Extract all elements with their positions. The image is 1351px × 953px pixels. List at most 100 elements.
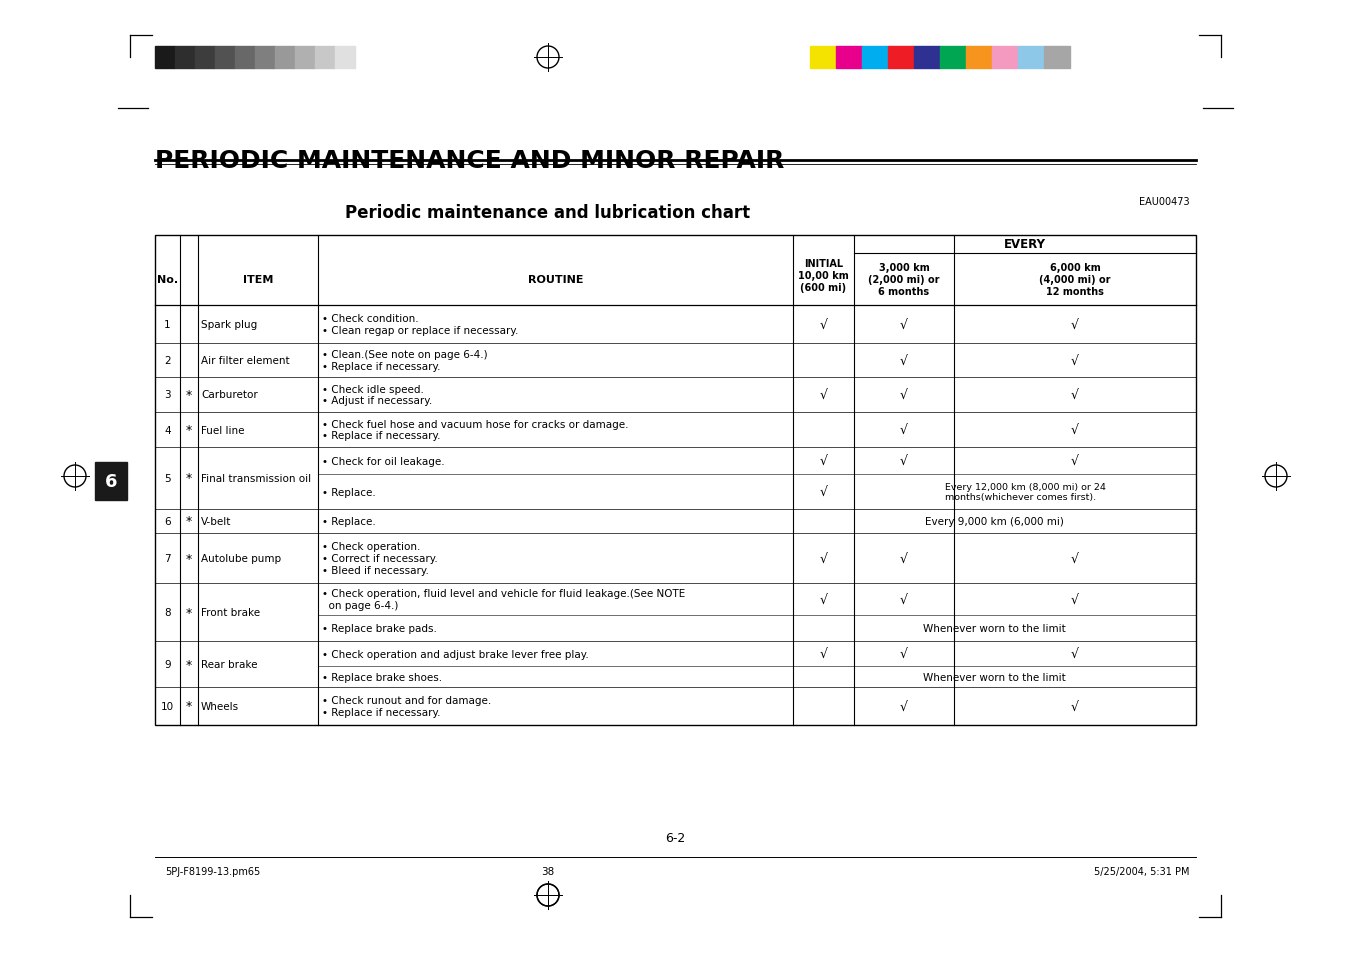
Text: 8: 8	[165, 607, 170, 618]
Text: *: *	[186, 389, 192, 401]
Text: Wheels: Wheels	[201, 701, 239, 711]
Text: 1: 1	[165, 319, 170, 330]
Text: Rear brake: Rear brake	[201, 659, 258, 669]
Bar	[915, 47, 940, 69]
Text: • Check runout and for damage.
• Replace if necessary.: • Check runout and for damage. • Replace…	[322, 696, 492, 717]
Text: EVERY: EVERY	[1004, 237, 1046, 251]
Text: 7: 7	[165, 554, 170, 563]
Text: *: *	[186, 658, 192, 671]
Bar	[966, 47, 992, 69]
Text: V-belt: V-belt	[201, 517, 231, 526]
Bar	[1019, 47, 1044, 69]
Bar	[276, 47, 295, 69]
Text: 6-2: 6-2	[665, 832, 685, 844]
Bar	[836, 47, 862, 69]
Bar	[255, 47, 276, 69]
Text: 9: 9	[165, 659, 170, 669]
Text: • Check for oil leakage.: • Check for oil leakage.	[322, 456, 444, 466]
Text: √: √	[900, 593, 908, 606]
Text: √: √	[900, 389, 908, 401]
Bar	[862, 47, 888, 69]
Text: √: √	[1071, 455, 1079, 468]
Text: • Replace.: • Replace.	[322, 487, 376, 497]
Text: Autolube pump: Autolube pump	[201, 554, 281, 563]
Text: 3: 3	[165, 390, 170, 400]
Text: √: √	[1071, 552, 1079, 565]
Bar	[888, 47, 915, 69]
Text: • Clean.(See note on page 6-4.)
• Replace if necessary.: • Clean.(See note on page 6-4.) • Replac…	[322, 350, 488, 372]
Text: Periodic maintenance and lubrication chart: Periodic maintenance and lubrication cha…	[346, 204, 751, 222]
Bar	[335, 47, 355, 69]
Text: Air filter element: Air filter element	[201, 355, 289, 366]
Text: √: √	[1071, 593, 1079, 606]
Text: • Check idle speed.
• Adjust if necessary.: • Check idle speed. • Adjust if necessar…	[322, 384, 432, 406]
Bar	[215, 47, 235, 69]
Text: 5PJ-F8199-13.pm65: 5PJ-F8199-13.pm65	[165, 866, 261, 876]
Bar	[95, 462, 127, 500]
Text: 3,000 km
(2,000 mi) or
6 months: 3,000 km (2,000 mi) or 6 months	[869, 263, 940, 296]
Text: √: √	[820, 552, 828, 565]
Text: √: √	[900, 700, 908, 713]
Text: EAU00473: EAU00473	[1139, 196, 1190, 207]
Text: 4: 4	[165, 425, 170, 435]
Text: √: √	[900, 552, 908, 565]
Text: 6,000 km
(4,000 mi) or
12 months: 6,000 km (4,000 mi) or 12 months	[1039, 263, 1111, 296]
Text: √: √	[820, 486, 828, 498]
Bar	[155, 47, 176, 69]
Text: Final transmission oil: Final transmission oil	[201, 474, 311, 483]
Text: ROUTINE: ROUTINE	[528, 274, 584, 285]
Text: • Replace brake pads.: • Replace brake pads.	[322, 623, 436, 634]
Text: *: *	[186, 423, 192, 436]
Text: *: *	[186, 700, 192, 713]
Text: Spark plug: Spark plug	[201, 319, 257, 330]
Text: √: √	[820, 647, 828, 660]
Text: Whenever worn to the limit: Whenever worn to the limit	[923, 672, 1066, 682]
Text: 38: 38	[542, 866, 555, 876]
Text: ITEM: ITEM	[243, 274, 273, 285]
Text: Whenever worn to the limit: Whenever worn to the limit	[923, 623, 1066, 634]
Bar	[940, 47, 966, 69]
Text: Every 12,000 km (8,000 mi) or 24
months(whichever comes first).: Every 12,000 km (8,000 mi) or 24 months(…	[944, 482, 1105, 502]
Text: 10: 10	[161, 701, 174, 711]
Text: 6: 6	[105, 473, 118, 491]
Text: 5/25/2004, 5:31 PM: 5/25/2004, 5:31 PM	[1094, 866, 1190, 876]
Text: *: *	[186, 515, 192, 528]
Text: PERIODIC MAINTENANCE AND MINOR REPAIR: PERIODIC MAINTENANCE AND MINOR REPAIR	[155, 149, 785, 172]
Text: √: √	[900, 423, 908, 436]
Text: √: √	[900, 355, 908, 367]
Bar	[295, 47, 315, 69]
Text: 5: 5	[165, 474, 170, 483]
Text: √: √	[1071, 647, 1079, 660]
Text: • Check operation, fluid level and vehicle for fluid leakage.(See NOTE
  on page: • Check operation, fluid level and vehic…	[322, 589, 685, 610]
Text: √: √	[820, 389, 828, 401]
Text: √: √	[1071, 423, 1079, 436]
Text: Front brake: Front brake	[201, 607, 261, 618]
Text: • Check operation and adjust brake lever free play.: • Check operation and adjust brake lever…	[322, 649, 589, 659]
Text: • Replace brake shoes.: • Replace brake shoes.	[322, 672, 442, 682]
Text: √: √	[1071, 700, 1079, 713]
Bar	[811, 47, 836, 69]
Text: • Check condition.
• Clean regap or replace if necessary.: • Check condition. • Clean regap or repl…	[322, 314, 519, 335]
Text: 6: 6	[165, 517, 170, 526]
Text: 2: 2	[165, 355, 170, 366]
Text: √: √	[1071, 389, 1079, 401]
Text: √: √	[900, 647, 908, 660]
Text: *: *	[186, 606, 192, 618]
Text: √: √	[820, 455, 828, 468]
Text: • Check operation.
• Correct if necessary.
• Bleed if necessary.: • Check operation. • Correct if necessar…	[322, 542, 438, 575]
Text: √: √	[820, 593, 828, 606]
Text: *: *	[186, 552, 192, 565]
Bar	[1044, 47, 1070, 69]
Text: • Replace.: • Replace.	[322, 517, 376, 526]
Bar	[155, 235, 1196, 725]
Bar	[315, 47, 335, 69]
Text: Fuel line: Fuel line	[201, 425, 245, 435]
Text: • Check fuel hose and vacuum hose for cracks or damage.
• Replace if necessary.: • Check fuel hose and vacuum hose for cr…	[322, 419, 628, 441]
Text: No.: No.	[157, 274, 178, 285]
Text: INITIAL
10,00 km
(600 mi): INITIAL 10,00 km (600 mi)	[798, 258, 848, 293]
Text: √: √	[900, 455, 908, 468]
Text: Carburetor: Carburetor	[201, 390, 258, 400]
Bar	[235, 47, 255, 69]
Text: √: √	[1071, 318, 1079, 331]
Bar	[992, 47, 1019, 69]
